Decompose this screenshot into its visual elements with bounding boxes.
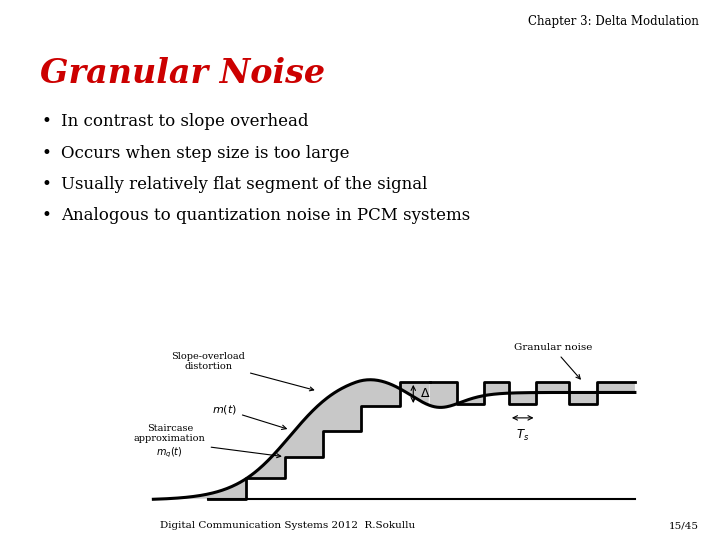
Text: Slope-overload
distortion: Slope-overload distortion bbox=[171, 352, 314, 391]
Text: Digital Communication Systems 2012  R.Sokullu: Digital Communication Systems 2012 R.Sok… bbox=[161, 521, 415, 530]
Text: •: • bbox=[42, 176, 52, 193]
Polygon shape bbox=[430, 382, 635, 407]
Text: Staircase
approximation
$m_q(t)$: Staircase approximation $m_q(t)$ bbox=[134, 424, 281, 460]
Text: •: • bbox=[42, 113, 52, 130]
Text: Granular Noise: Granular Noise bbox=[40, 57, 325, 90]
Text: $m(t)$: $m(t)$ bbox=[212, 403, 287, 429]
Text: Analogous to quantization noise in PCM systems: Analogous to quantization noise in PCM s… bbox=[61, 207, 470, 224]
Polygon shape bbox=[153, 380, 430, 500]
Text: •: • bbox=[42, 145, 52, 161]
Text: 15/45: 15/45 bbox=[668, 521, 698, 530]
Text: Granular noise: Granular noise bbox=[513, 343, 592, 379]
Text: $\Delta$: $\Delta$ bbox=[420, 388, 431, 401]
Text: Chapter 3: Delta Modulation: Chapter 3: Delta Modulation bbox=[528, 15, 698, 28]
Text: Usually relatively flat segment of the signal: Usually relatively flat segment of the s… bbox=[61, 176, 428, 193]
Text: In contrast to slope overhead: In contrast to slope overhead bbox=[61, 113, 309, 130]
Text: •: • bbox=[42, 207, 52, 224]
Text: Occurs when step size is too large: Occurs when step size is too large bbox=[61, 145, 350, 161]
Text: $T_s$: $T_s$ bbox=[516, 428, 529, 443]
